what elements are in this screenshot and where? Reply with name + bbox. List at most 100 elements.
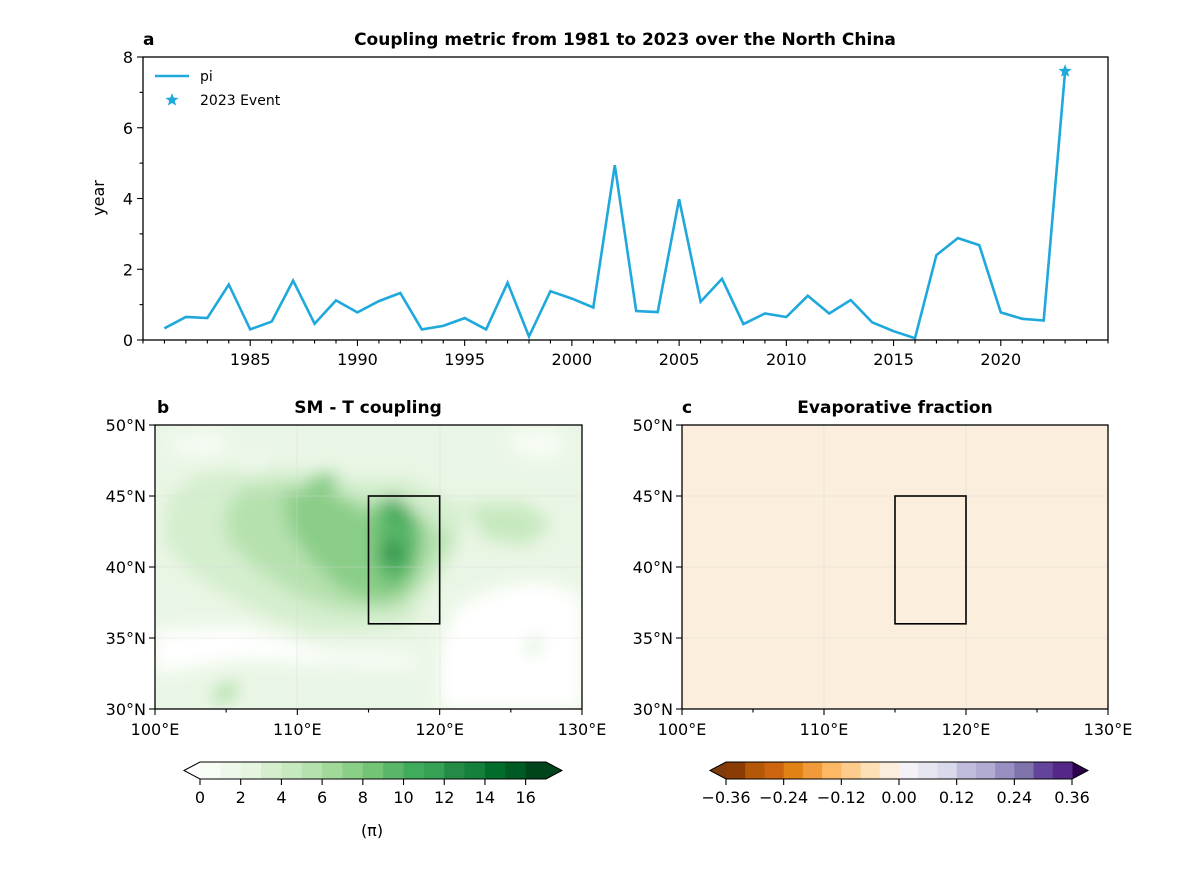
colorbar-tick-label: 4 [276, 788, 286, 807]
lon-tick-label: 110°E [273, 720, 322, 739]
y-tick-label: 2 [123, 260, 133, 279]
map-field-evaporative-fraction [682, 425, 1108, 709]
colorbar-tick-label: −0.36 [701, 788, 750, 807]
colorbar-tick-label: 0.24 [997, 788, 1033, 807]
colorbar-segment [783, 762, 804, 779]
lon-tick-label: 110°E [800, 720, 849, 739]
colorbar-segment [975, 762, 996, 779]
lat-tick-label: 45°N [633, 487, 673, 506]
x-tick-label: 1985 [230, 350, 271, 369]
colorbar-segment [918, 762, 938, 779]
colorbar-segment [301, 762, 323, 779]
lon-tick-label: 100°E [658, 720, 707, 739]
colorbar-segment [802, 762, 823, 779]
colorbar-segment [200, 762, 221, 779]
colorbar-segment [362, 762, 384, 779]
chart-title-b: SM - T coupling [294, 398, 442, 418]
colorbar-evaporative-fraction: −0.36 −0.24 −0.12 0.00 0.12 0.24 0.36 [701, 761, 1090, 807]
y-tick-label: 4 [123, 190, 133, 209]
colorbar-tick-label: 0 [195, 788, 205, 807]
legend: pi 2023 Event [155, 69, 281, 109]
lon-tick-label: 130°E [1084, 720, 1133, 739]
colorbar-tick-label: 0.36 [1054, 788, 1090, 807]
colorbar-segment [726, 762, 746, 779]
colorbar-extend-max [546, 762, 562, 779]
series-line-pi [163, 71, 1067, 340]
x-tick-label: 2020 [980, 350, 1021, 369]
plot-frame-a [142, 56, 1109, 341]
colorbar-extend-min [710, 762, 726, 779]
colorbar-segment [995, 762, 1015, 779]
colorbar-tick-label: 12 [434, 788, 454, 807]
colorbar-segment [745, 762, 765, 779]
colorbar-tick-label: −0.12 [817, 788, 866, 807]
colorbar-segment [525, 762, 547, 779]
colorbar-segment [822, 762, 842, 779]
colorbar-segment [403, 762, 425, 779]
panel-c: c Evaporative fraction [633, 398, 1133, 739]
lon-tick-label: 130°E [558, 720, 607, 739]
lat-tick-label: 40°N [106, 558, 146, 577]
panel-label-b: b [157, 398, 169, 418]
lon-tick-label: 120°E [942, 720, 991, 739]
colorbar-tick-label: 6 [317, 788, 327, 807]
panel-label-c: c [682, 398, 692, 418]
colorbar-segment [1052, 762, 1073, 779]
x-axis: 1985 1990 1995 2000 2005 2010 2015 2020 [142, 340, 1109, 369]
panel-a: a Coupling metric from 1981 to 2023 over… [89, 30, 1109, 369]
lat-tick-label: 50°N [633, 416, 673, 435]
colorbar-segment [383, 762, 405, 779]
colorbar-segment [764, 762, 785, 779]
series-points-pi [164, 71, 1065, 338]
lat-tick-label: 30°N [106, 700, 146, 719]
colorbar-segment [879, 762, 900, 779]
y-axis-label: year [89, 180, 108, 216]
chart-title-a: Coupling metric from 1981 to 2023 over t… [354, 30, 896, 50]
colorbar-segment [937, 762, 958, 779]
colorbar-tick-label: 0.00 [881, 788, 917, 807]
colorbar-tick-label: 0.12 [939, 788, 975, 807]
colorbar-tick-label: 2 [236, 788, 246, 807]
colorbar-segment [240, 762, 262, 779]
lat-axis-c: 30°N 35°N 40°N 45°N 50°N [633, 416, 682, 719]
lon-axis-c: 100°E 110°E 120°E 130°E [658, 709, 1133, 739]
lon-tick-label: 120°E [415, 720, 464, 739]
colorbar-segment [1033, 762, 1054, 779]
panel-b: b SM - T coupling [106, 398, 607, 739]
lat-tick-label: 35°N [106, 629, 146, 648]
lat-axis-b: 30°N 35°N 40°N 45°N 50°N [106, 416, 155, 719]
lat-tick-label: 45°N [106, 487, 146, 506]
colorbar-tick-label: 14 [475, 788, 495, 807]
legend-star-icon [165, 93, 179, 106]
x-tick-label: 2000 [552, 350, 593, 369]
chart-title-c: Evaporative fraction [797, 398, 992, 418]
colorbar-segment [860, 762, 881, 779]
colorbar-segment [1014, 762, 1035, 779]
lat-tick-label: 50°N [106, 416, 146, 435]
x-tick-label: 1995 [444, 350, 485, 369]
colorbar-segment [281, 762, 303, 779]
colorbar-segment [505, 762, 527, 779]
x-tick-label: 2005 [659, 350, 700, 369]
colorbar-segment [464, 762, 486, 779]
lon-axis-b: 100°E 110°E 120°E 130°E [131, 709, 607, 739]
lat-tick-label: 30°N [633, 700, 673, 719]
map-field-sm-t-coupling [155, 425, 582, 709]
colorbar-tick-label: 10 [393, 788, 413, 807]
colorbar-tick-label: −0.24 [759, 788, 808, 807]
colorbar-tick-label: 16 [515, 788, 535, 807]
colorbar-segment [841, 762, 862, 779]
y-tick-label: 8 [123, 48, 133, 67]
legend-label-pi: pi [200, 69, 213, 85]
colorbar-extend-max [1072, 762, 1088, 779]
colorbar-segment [484, 762, 506, 779]
lat-tick-label: 35°N [633, 629, 673, 648]
colorbar-sm-t-coupling: 0 2 4 6 8 10 12 14 16 [182, 761, 564, 807]
colorbar-label-b: (π) [361, 821, 383, 840]
y-axis: 0 2 4 6 8 [123, 48, 143, 350]
colorbar-segment [423, 762, 445, 779]
region-box-north-china [894, 495, 967, 625]
colorbar-segment [322, 762, 343, 779]
x-tick-label: 1990 [337, 350, 378, 369]
